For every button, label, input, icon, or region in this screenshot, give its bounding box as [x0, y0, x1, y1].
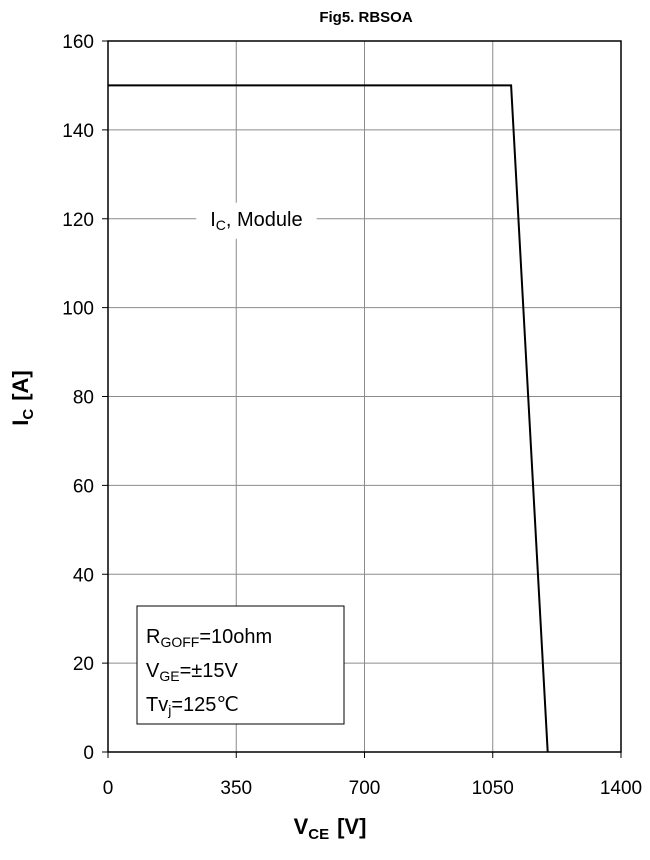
condition-tvj-main: Tv: [146, 694, 168, 716]
y-tick-label-60: 60: [73, 476, 94, 497]
x-axis-label-main: V: [294, 814, 309, 839]
y-axis-label-sub: C: [20, 409, 37, 420]
x-axis-label-sub: CE: [308, 826, 329, 843]
condition-vge: VGE=±15V: [146, 660, 238, 684]
y-axis-ticks: 0 20 40 60 80 100 120 140 160: [62, 32, 108, 764]
condition-vge-rest: =±15V: [180, 660, 239, 682]
y-axis-label: IC [A]: [8, 370, 37, 426]
series-line-module: [108, 84, 549, 753]
y-tick-label-80: 80: [73, 388, 94, 409]
y-tick-label-100: 100: [62, 299, 94, 320]
condition-tvj-sub: j: [167, 702, 171, 718]
series-label-rest: , Module: [226, 209, 303, 231]
y-tick-label-120: 120: [62, 210, 94, 231]
series-label-main: I: [210, 209, 216, 231]
x-tick-label-0: 0: [103, 778, 114, 799]
x-tick-label-1400: 1400: [600, 778, 642, 799]
y-axis-label-main: I: [8, 420, 33, 426]
y-tick-label-160: 160: [62, 32, 94, 53]
condition-rgoff: RGOFF=10ohm: [146, 626, 272, 650]
y-tick-label-140: 140: [62, 121, 94, 142]
condition-vge-sub: GE: [159, 668, 179, 684]
series-label-text: IC, Module: [210, 209, 302, 233]
condition-vge-main: V: [146, 660, 160, 682]
y-axis-label-unit: [A]: [8, 370, 33, 401]
series-label: IC, Module: [196, 202, 317, 239]
x-tick-label-1050: 1050: [472, 778, 514, 799]
condition-tvj-rest: =125℃: [171, 694, 239, 716]
conditions-box-border: [136, 605, 345, 725]
series-label-background: [196, 202, 317, 239]
condition-rgoff-main: R: [146, 626, 160, 648]
y-tick-label-20: 20: [73, 654, 94, 675]
x-tick-label-700: 700: [349, 778, 381, 799]
condition-rgoff-sub: GOFF: [160, 634, 199, 650]
y-tick-label-40: 40: [73, 565, 94, 586]
condition-rgoff-rest: =10ohm: [199, 626, 272, 648]
chart-title: Fig5. RBSOA: [319, 9, 413, 26]
x-axis-ticks: 0 350 700 1050 1400: [103, 752, 642, 799]
x-tick-label-350: 350: [220, 778, 252, 799]
y-tick-label-0: 0: [83, 743, 94, 764]
x-axis-label-unit: [V]: [337, 814, 366, 839]
series-label-sub: C: [216, 217, 226, 233]
condition-tvj: Tvj=125℃: [146, 694, 239, 718]
series-layer: [108, 84, 549, 753]
x-axis-label: VCE [V]: [294, 814, 367, 843]
conditions-box: RGOFF=10ohm VGE=±15V Tvj=125℃: [136, 605, 345, 725]
